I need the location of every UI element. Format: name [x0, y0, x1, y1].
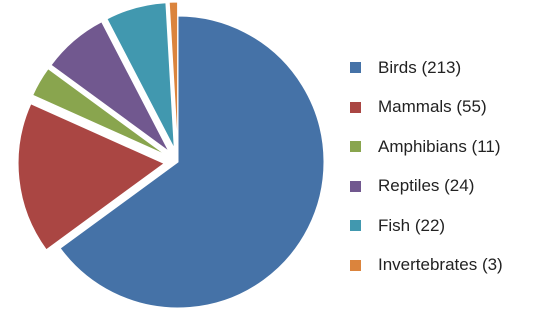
legend-swatch-amphibians [350, 141, 361, 152]
legend-label-reptiles: Reptiles (24) [378, 176, 474, 196]
legend-item-reptiles: Reptiles (24) [350, 167, 503, 207]
legend-item-mammals: Mammals (55) [350, 88, 503, 128]
legend-item-amphibians: Amphibians (11) [350, 127, 503, 167]
legend-swatch-reptiles [350, 181, 361, 192]
legend-label-amphibians: Amphibians (11) [378, 137, 501, 157]
legend-swatch-fish [350, 220, 361, 231]
chart-legend: Birds (213) Mammals (55) Amphibians (11)… [350, 48, 503, 285]
legend-item-fish: Fish (22) [350, 206, 503, 246]
legend-label-invertebrates: Invertebrates (3) [378, 255, 503, 275]
legend-label-fish: Fish (22) [378, 216, 445, 236]
legend-item-invertebrates: Invertebrates (3) [350, 246, 503, 286]
legend-label-birds: Birds (213) [378, 58, 461, 78]
legend-swatch-birds [350, 62, 361, 73]
legend-swatch-mammals [350, 102, 361, 113]
legend-label-mammals: Mammals (55) [378, 97, 487, 117]
legend-swatch-invertebrates [350, 260, 361, 271]
legend-item-birds: Birds (213) [350, 48, 503, 88]
